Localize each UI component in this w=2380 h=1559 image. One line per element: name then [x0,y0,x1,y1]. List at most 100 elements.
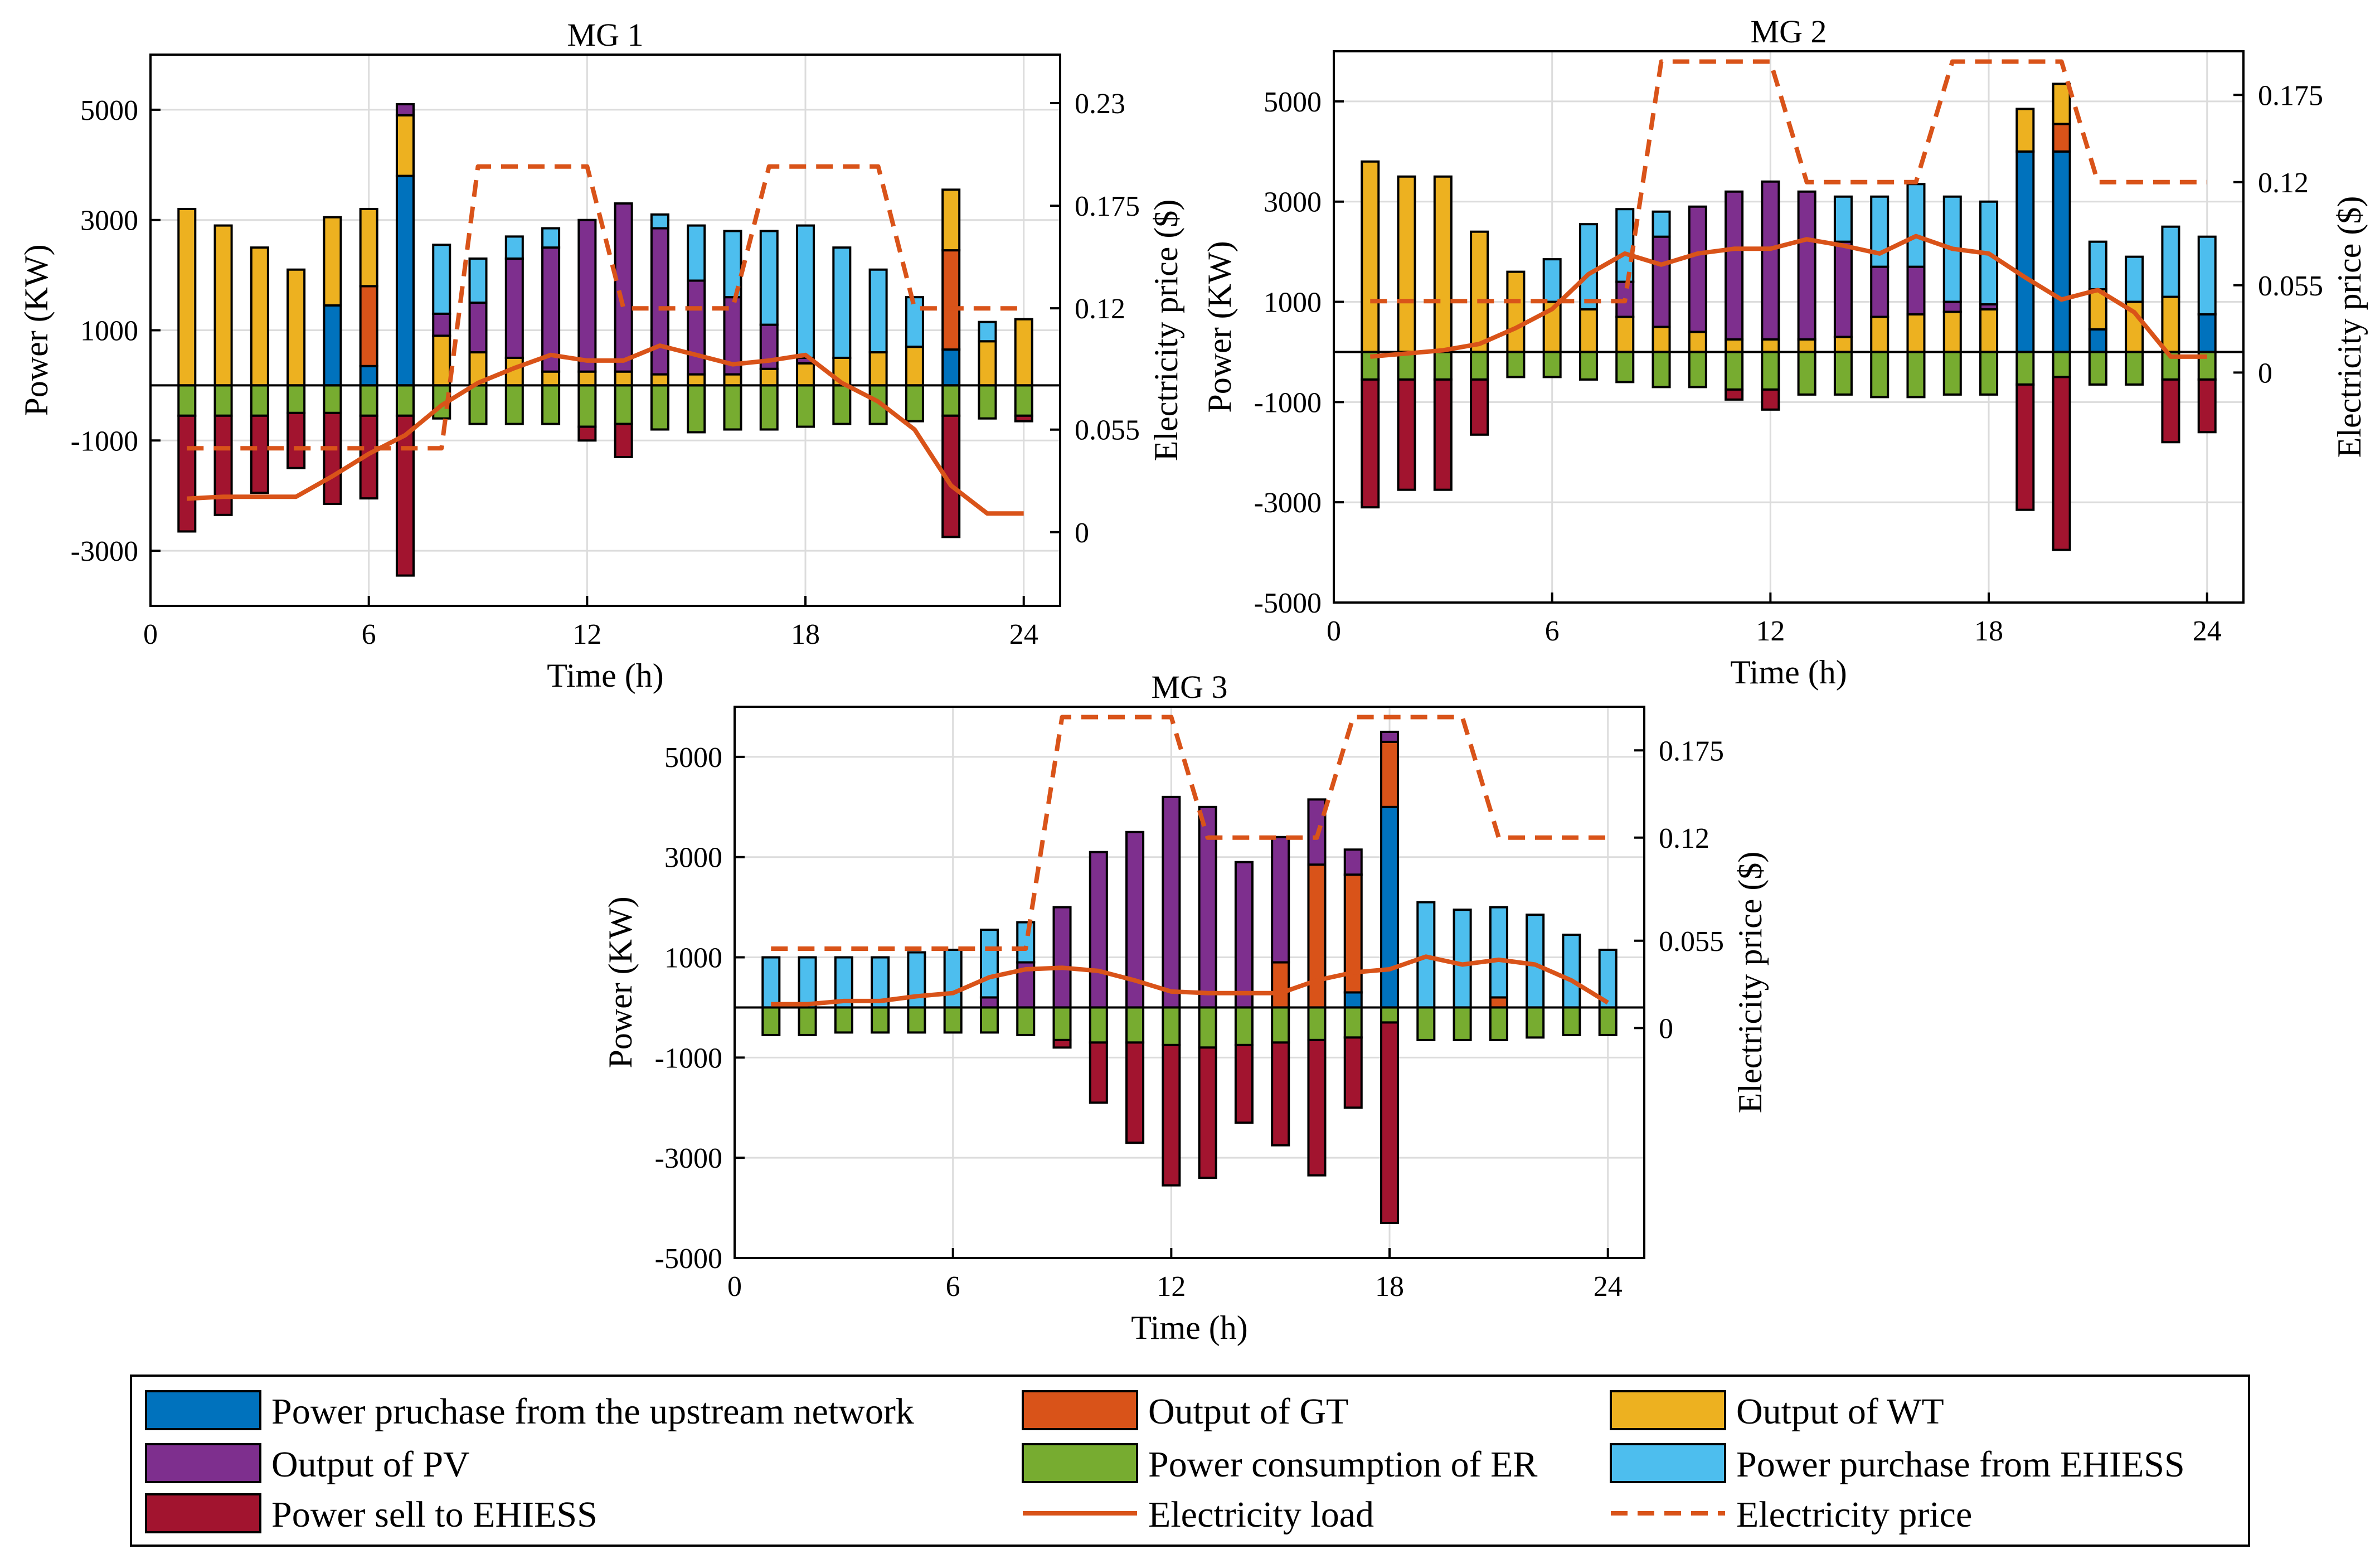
bar-power-sell-to-ehiess [1125,1041,1145,1144]
bar-output-of-wt [250,246,269,387]
line-electricity-load [1369,234,2207,359]
bar-output-of-wt [1979,308,1999,353]
x-tick-label: 12 [572,619,601,650]
y2-tick-label: 0.23 [1075,88,1125,120]
bar-power-consumption-of-er [943,1006,963,1034]
bar-output-of-wt [213,224,233,387]
legend-swatch-power-sell-to-ehiess [145,1493,261,1533]
bar-power-purchase-from-ehiess [650,213,669,230]
bar-power-sell-to-ehiess [286,411,306,469]
bar-power-consumption-of-er [1761,351,1780,391]
bar-output-of-pv [614,202,633,373]
x-axis-label: Time (h) [1730,654,1847,691]
axes-frame [1333,50,2245,604]
bar-output-of-gt [2052,123,2071,153]
bar-power-purchase-from-ehiess [798,956,817,1009]
line-electricity-price [187,164,1024,451]
bar-power-consumption-of-er [250,384,269,417]
bar-power-sell-to-ehiess [2197,378,2217,434]
bar-output-of-pv [432,312,451,337]
bar-power-sell-to-ehiess [1162,1043,1181,1187]
bar-output-of-pv [1725,190,1744,341]
bar-power-consumption-of-er [1979,351,1999,396]
bar-output-of-wt [1397,175,1416,353]
x-tick-label: 12 [1157,1271,1186,1303]
bar-power-consumption-of-er [941,384,961,417]
x-tick-label: 18 [1974,615,2003,647]
bar-power-sell-to-ehiess [1052,1038,1072,1049]
bar-output-of-gt [1380,740,1400,808]
bar-power-purchase-from-ehiess [796,224,815,359]
bar-power-purchase-from-ehiess [761,956,781,1009]
y-tick-label: -3000 [655,1143,722,1174]
bar-power-purchase-from-ehiess [2161,225,2180,298]
y2-tick-label: 0 [1659,1013,1673,1045]
bar-power-consumption-of-er [871,1006,890,1034]
bar-power-consumption-of-er [759,384,779,431]
legend-label-power-pruchase-from-the-upstream-network: Power pruchase from the upstream network [271,1391,914,1432]
bar-power-consumption-of-er [286,384,306,414]
bar-output-of-wt [286,268,306,387]
bar-output-of-wt [1942,310,1962,353]
y-axis-label: Power (KW) [18,244,55,416]
bar-power-consumption-of-er [761,1006,781,1036]
legend-swatch-output-of-pv [145,1443,261,1483]
bar-output-of-pv [577,218,597,373]
legend-swatch-output-of-wt [1610,1390,1726,1430]
legend-label-output-of-wt: Output of WT [1736,1391,1944,1432]
bar-power-purchase-from-ehiess [432,244,451,315]
legend-box: Power pruchase from the upstream network… [130,1375,2250,1547]
bar-power-consumption-of-er [1343,1006,1363,1039]
legend-swatch-power-purchase-from-ehiess [1610,1443,1726,1483]
bar-output-of-gt [1271,961,1290,1009]
bar-power-consumption-of-er [2088,351,2107,386]
bar-power-sell-to-ehiess [1271,1041,1290,1147]
bar-power-pruchase-from-the-upstream-network [359,365,378,387]
bar-power-sell-to-ehiess [2015,383,2035,511]
y-tick-label: -5000 [1254,587,1322,619]
x-tick-label: 18 [1375,1271,1404,1303]
y-tick-label: 3000 [1264,187,1322,218]
bar-output-of-wt [1014,318,1033,387]
bar-output-of-gt [941,249,961,351]
bar-power-consumption-of-er [213,384,233,417]
line-electricity-price [1370,59,2207,304]
bar-power-purchase-from-ehiess [1016,921,1036,964]
bar-power-purchase-from-ehiess [2088,240,2107,291]
y2-tick-label: 0.055 [1075,415,1140,446]
y-tick-label: 1000 [1264,287,1322,319]
bar-power-purchase-from-ehiess [1652,210,1671,238]
bar-power-consumption-of-er [1125,1006,1145,1044]
bar-output-of-pv [1797,190,1816,341]
bar-power-consumption-of-er [2125,351,2144,386]
bar-power-consumption-of-er [177,384,197,417]
y-tick-label: -5000 [655,1243,722,1275]
bar-output-of-wt [323,216,342,307]
bar-power-consumption-of-er [1542,351,1562,378]
y-tick-label: 5000 [80,95,138,127]
y-tick-label: -1000 [1254,387,1322,419]
bar-output-of-wt [687,373,706,387]
bar-output-of-wt [395,114,415,177]
x-tick-label: 6 [946,1271,960,1303]
bar-power-consumption-of-er [1906,351,1926,399]
y2-tick-label: 0.175 [1075,191,1140,222]
x-tick-label: 12 [1756,615,1785,647]
bar-output-of-wt [759,367,779,387]
legend-label-output-of-pv: Output of PV [271,1444,470,1485]
bar-output-of-wt [1906,313,1926,353]
bar-power-purchase-from-ehiess [979,929,999,999]
bar-power-consumption-of-er [1489,1006,1508,1041]
chart-mg3: 0 6 12 18 24 -5000 -3000 -1000 1000 3000 5000 0 0.05… [602,669,1769,1346]
x-tick-label: 0 [1327,615,1341,647]
bar-output-of-gt [1489,996,1508,1009]
y2-axis-label: Electricity price ($) [2331,196,2368,458]
bar-power-consumption-of-er [1271,1006,1290,1044]
bar-power-sell-to-ehiess [250,414,269,494]
bar-output-of-wt [796,362,815,387]
bar-power-pruchase-from-the-upstream-network [2052,150,2071,353]
chart-title: MG 2 [1751,13,1827,50]
legend-swatch-output-of-gt [1022,1390,1138,1430]
bar-output-of-pv [1380,730,1400,743]
bar-output-of-wt [1761,338,1780,353]
